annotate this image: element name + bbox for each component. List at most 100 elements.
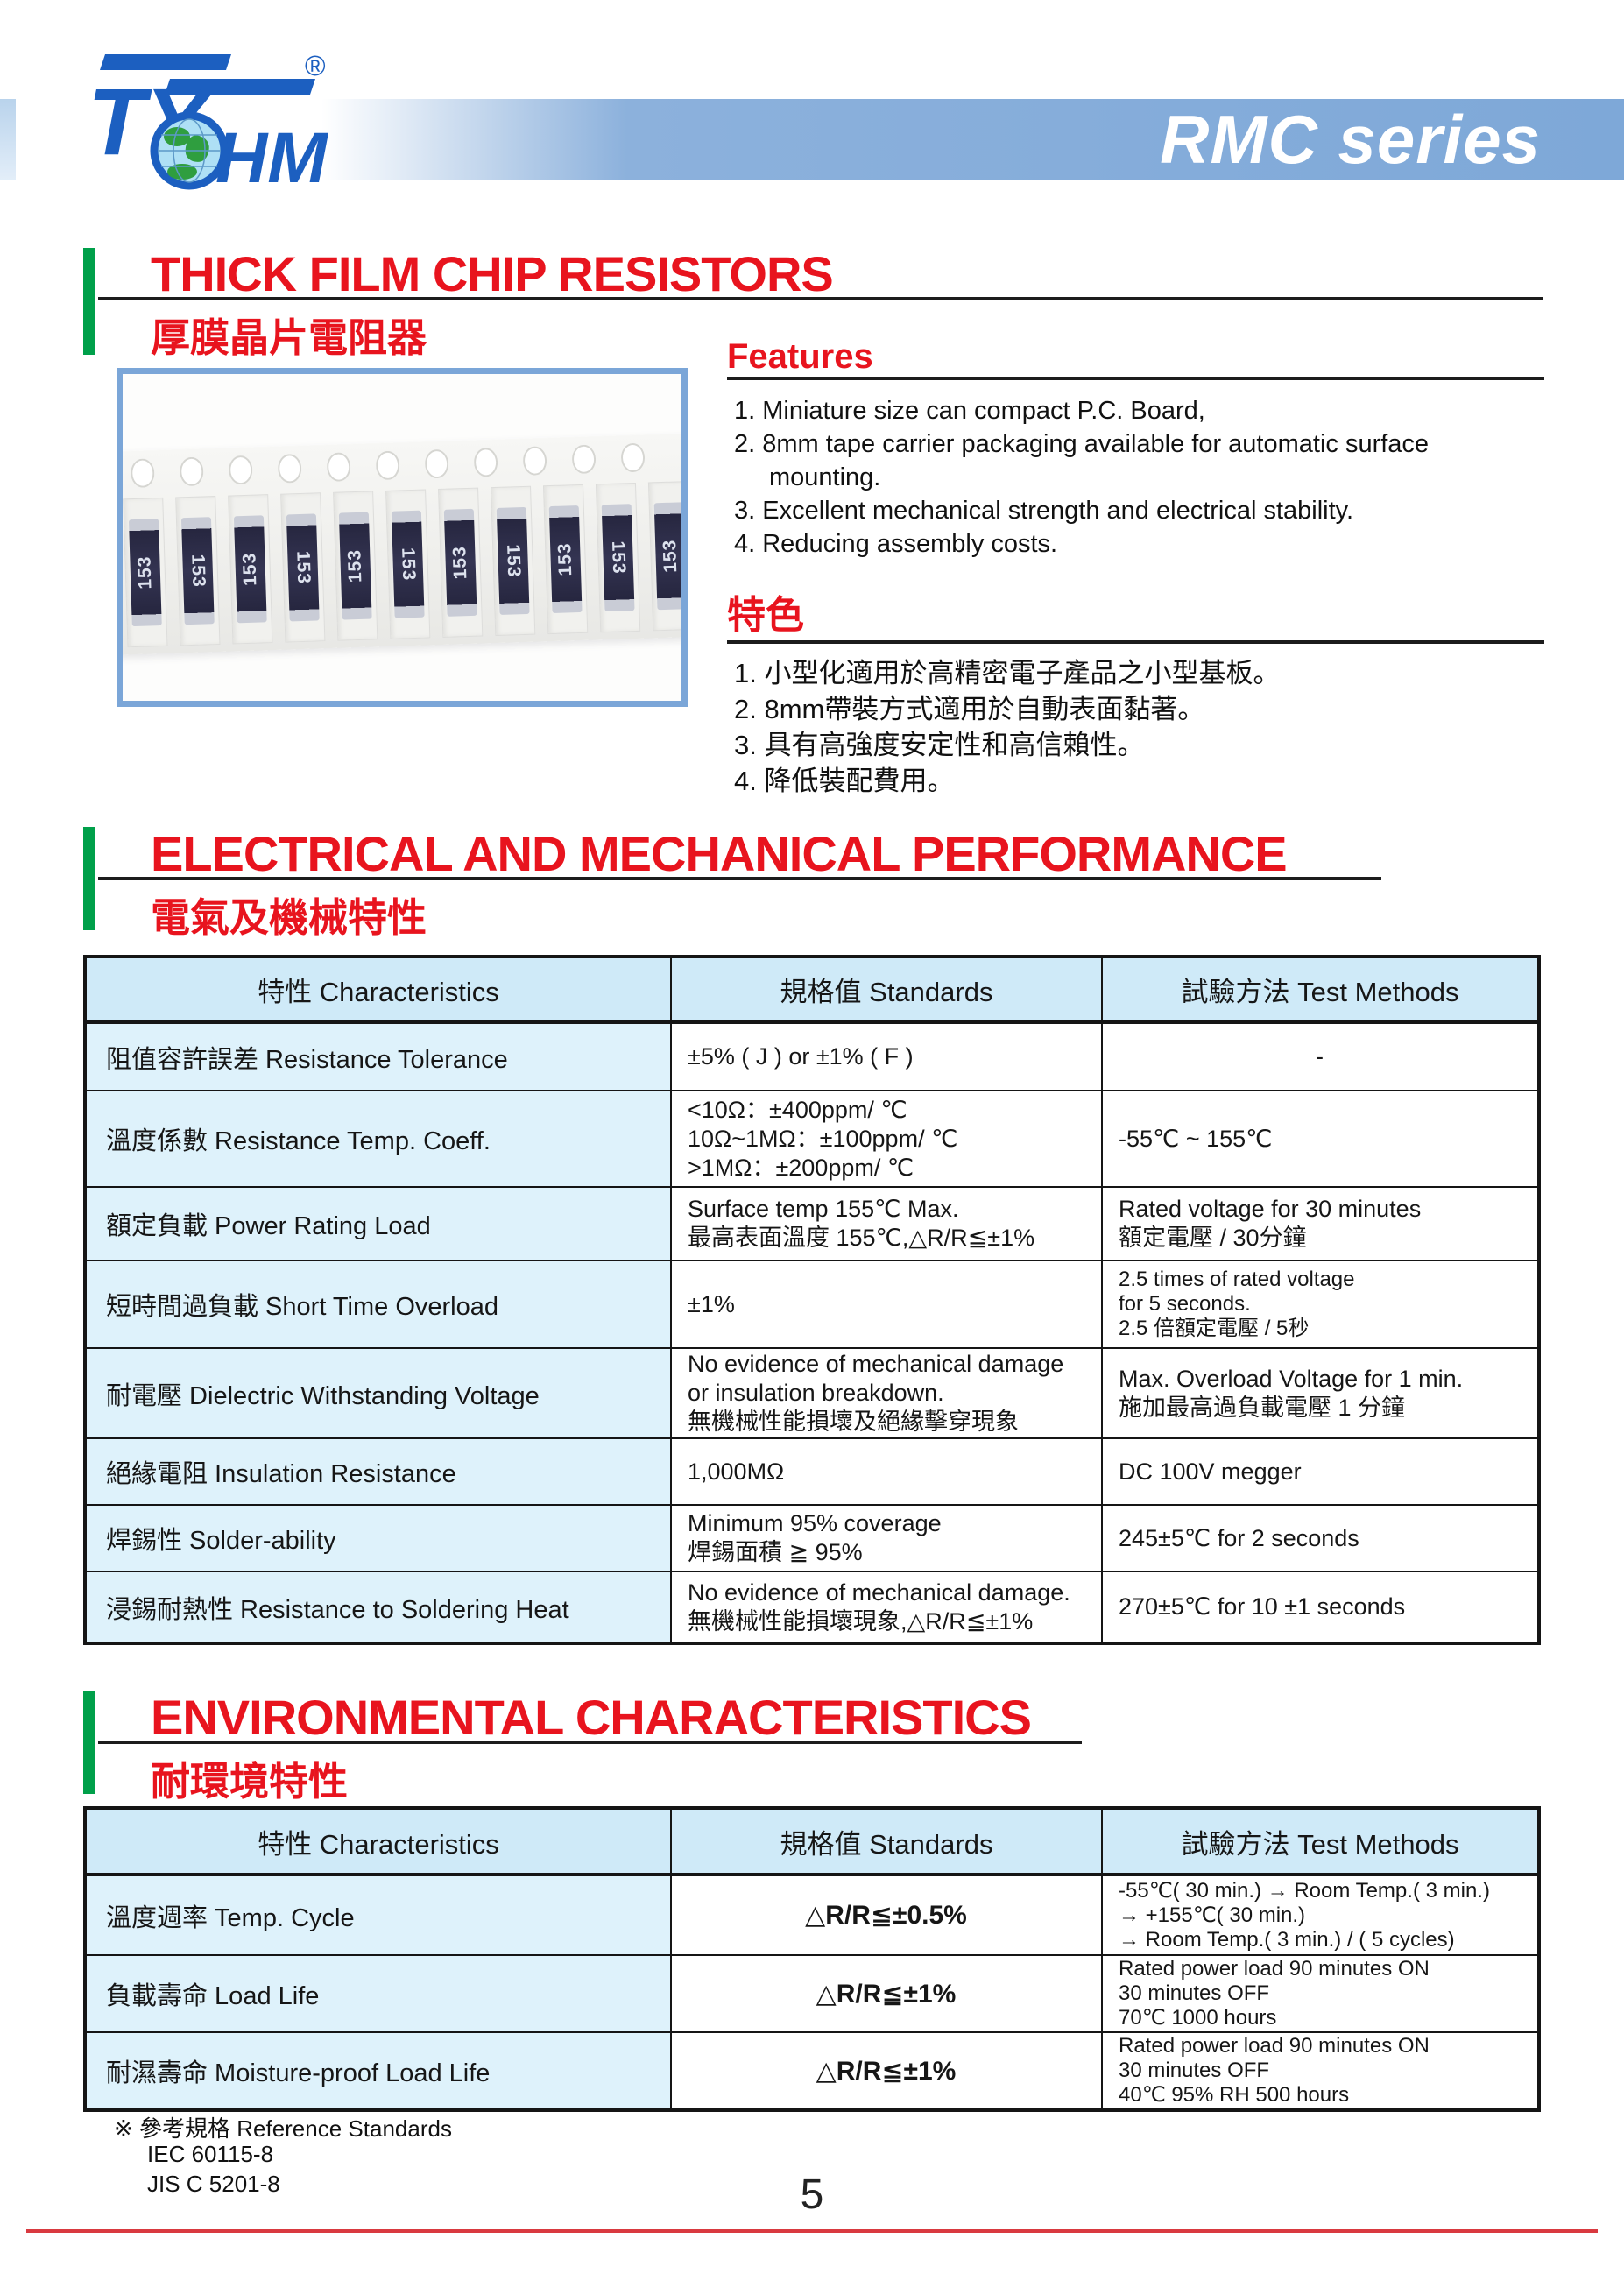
table-row: 焊錫性 Solder-ability Minimum 95% coverage 焊錫… <box>84 1504 1540 1572</box>
cell-line: No evidence of mechanical damage. <box>688 1578 1070 1606</box>
characteristic-cell: 絕緣電阻 Insulation Resistance <box>84 1437 672 1506</box>
list-line: 2. 8mm帶裝方式適用於自動表面黏著。 <box>734 694 1205 724</box>
tape-pocket: 153 <box>385 489 431 639</box>
tape-hole <box>130 458 155 489</box>
tape-hole <box>522 446 547 476</box>
cell-line: 70℃ 1000 hours <box>1119 2006 1277 2030</box>
tape-pocket: 153 <box>491 485 536 637</box>
green-bar <box>83 827 95 930</box>
environmental-table: 特性 Characteristics 規格值 Standards 試驗方法 Test… <box>83 1806 1541 2112</box>
carrier-tape: 153 153 153 153 153 153 153 153 153 153 153 <box>123 433 681 655</box>
cell-line: No evidence of mechanical damage <box>688 1351 1064 1377</box>
cell-line: 30 minutes OFF <box>1119 1981 1270 2005</box>
methods-cell: 270±5℃ for 10 ±1 seconds <box>1101 1571 1540 1644</box>
chip-marking: 153 <box>187 554 209 589</box>
chip-marking: 153 <box>398 547 420 582</box>
list-item: 3. 具有高強度安定性和高信賴性。 <box>734 727 1575 763</box>
methods-cell: 245±5℃ for 2 seconds <box>1101 1504 1540 1572</box>
tape-pocket: 153 <box>333 491 378 641</box>
green-bar <box>83 1691 95 1794</box>
standards-cell: No evidence of mechanical damage or insul… <box>670 1347 1103 1439</box>
methods-cell: - <box>1101 1021 1540 1091</box>
cell-line: Rated power load 90 minutes ON <box>1119 2034 1430 2058</box>
electrical-underline <box>98 877 1381 880</box>
tyohm-logo-icon: TY HM ® <box>88 50 328 198</box>
tese-list: 1. 小型化適用於高精密電子產品之小型基板。 2. 8mm帶裝方式適用於自動表面黏… <box>734 655 1575 799</box>
cell-line: → Room Temp.( 3 min.) / ( 5 cycles) <box>1119 1927 1455 1952</box>
table-header-cell: 試驗方法 Test Methods <box>1101 956 1540 1024</box>
title-underline <box>98 297 1543 300</box>
cell-line: 最高表面溫度 155℃,△R/R≦±1% <box>688 1225 1035 1251</box>
chip-resistor: 153 <box>653 502 681 611</box>
green-bar <box>83 248 95 355</box>
chip-marking: 153 <box>608 540 630 575</box>
table-header-cell: 規格值 Standards <box>670 956 1103 1024</box>
cell-line: Surface temp 155℃ Max. <box>688 1196 959 1222</box>
cell-line: Rated voltage for 30 minutes <box>1119 1196 1422 1222</box>
chip-marking: 153 <box>554 542 576 576</box>
tape-pocket: 153 <box>175 496 221 646</box>
page-title-en: THICK FILM CHIP RESISTORS <box>151 246 834 301</box>
table-row: 溫度係數 Resistance Temp. Coeff. <10Ω：±400ppm… <box>84 1090 1540 1188</box>
tape-hole <box>375 450 400 481</box>
list-line: 1. Miniature size can compact P.C. Board… <box>734 397 1205 425</box>
characteristic-cell: 溫度週率 Temp. Cycle <box>84 1874 672 1956</box>
reference-standard-iec: IEC 60115-8 <box>147 2141 274 2167</box>
cell-line: Max. Overload Voltage for 1 min. <box>1119 1365 1464 1392</box>
cell-line: 1,000MΩ <box>688 1458 785 1485</box>
table-row: 短時間過負載 Short Time Overload ±1% 2.5 times o… <box>84 1260 1540 1349</box>
tape-pocket: 153 <box>647 481 681 632</box>
cell-line: - <box>1316 1043 1324 1070</box>
characteristic-cell: 阻值容許誤差 Resistance Tolerance <box>84 1021 672 1091</box>
tese-heading: 特色 <box>727 594 804 637</box>
chip-marking: 153 <box>503 544 525 578</box>
chip-resistor: 153 <box>601 504 635 612</box>
tyohm-logo: TY HM ® <box>84 49 331 198</box>
tape-hole <box>571 444 597 475</box>
standards-cell: No evidence of mechanical damage. 無機械性能損壞… <box>670 1571 1103 1644</box>
table-header-cell: 規格值 Standards <box>670 1807 1103 1876</box>
characteristic-cell: 負載壽命 Load Life <box>84 1954 672 2033</box>
tape-pocket: 153 <box>228 494 273 645</box>
cell-line: or insulation breakdown. <box>688 1380 944 1406</box>
standards-cell: ±1% <box>670 1260 1103 1349</box>
footer-rule <box>26 2229 1598 2233</box>
characteristic-cell: 耐濕壽命 Moisture-proof Load Life <box>84 2031 672 2111</box>
list-line: 3. 具有高強度安定性和高信賴性。 <box>734 730 1145 760</box>
cell-line: 245±5℃ for 2 seconds <box>1119 1524 1359 1551</box>
electrical-heading-en: ELECTRICAL AND MECHANICAL PERFORMANCE <box>151 826 1288 881</box>
list-item: 2. 8mm tape carrier packaging available … <box>734 427 1575 494</box>
features-underline <box>727 377 1544 380</box>
cell-line: ±1% <box>688 1290 735 1317</box>
left-edge-strip <box>0 99 16 180</box>
methods-cell: Max. Overload Voltage for 1 min. 施加最高過負載電… <box>1101 1347 1540 1439</box>
tape-hole <box>473 447 498 477</box>
cell-line: Rated power load 90 minutes ON <box>1119 1957 1430 1981</box>
characteristic-cell: 額定負載 Power Rating Load <box>84 1186 672 1261</box>
cell-line: 施加最高過負載電壓 1 分鐘 <box>1119 1394 1406 1421</box>
list-line: 4. Reducing assembly costs. <box>734 530 1058 558</box>
characteristic-cell: 耐電壓 Dielectric Withstanding Voltage <box>84 1347 672 1439</box>
cell-line: 10Ω~1MΩ：±100ppm/ ℃ <box>688 1125 958 1152</box>
cell-line: 焊錫面積 ≧ 95% <box>688 1539 863 1565</box>
chip-resistor: 153 <box>180 517 215 625</box>
tape-hole <box>228 455 253 485</box>
characteristic-cell: 焊錫性 Solder-ability <box>84 1504 672 1572</box>
registered-mark: ® <box>305 50 326 81</box>
table-row: 額定負載 Power Rating Load Surface temp 155℃ … <box>84 1186 1540 1261</box>
chip-marking: 153 <box>344 548 366 583</box>
series-title: RMC series <box>1160 101 1541 178</box>
environmental-heading-zh: 耐環境特性 <box>151 1759 349 1804</box>
header-band <box>16 99 1624 180</box>
cell-line: 30 minutes OFF <box>1119 2058 1270 2082</box>
standards-cell: △R/R≦±1% <box>670 2031 1103 2111</box>
methods-cell: -55℃( 30 min.) → Room Temp.( 3 min.) → +1… <box>1101 1874 1540 1956</box>
table-row: 耐電壓 Dielectric Withstanding Voltage No ev… <box>84 1347 1540 1439</box>
chip-resistor: 153 <box>286 513 320 622</box>
standards-cell: △R/R≦±1% <box>670 1954 1103 2033</box>
cell-line: DC 100V megger <box>1119 1458 1302 1485</box>
cell-line: △R/R≦±0.5% <box>805 1901 967 1930</box>
chip-marking: 153 <box>449 545 471 580</box>
chip-resistor: 153 <box>496 506 530 615</box>
